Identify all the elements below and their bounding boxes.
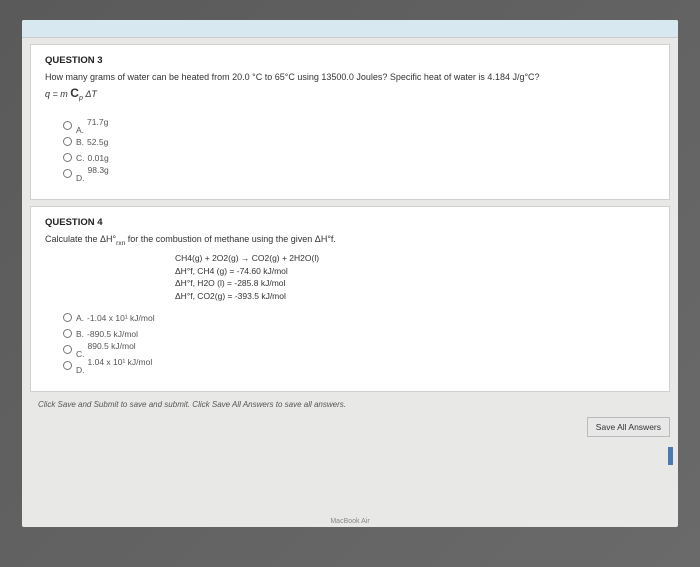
top-banner — [22, 20, 678, 38]
option-3a-label: A. — [76, 125, 84, 135]
formula-c: C — [70, 86, 79, 100]
option-4d-value: 1.04 x 10¹ kJ/mol — [88, 357, 153, 367]
radio-3c[interactable] — [63, 153, 72, 162]
radio-3d[interactable] — [63, 169, 72, 178]
question-4-header: QUESTION 4 — [45, 217, 655, 228]
option-4c-value: 890.5 kJ/mol — [88, 341, 136, 351]
q4-line1: ΔH°f, CH4 (g) = -74.60 kJ/mol — [175, 265, 655, 278]
question-3-options: A. 71.7g B. 52.5g C. 0.01g — [63, 121, 655, 179]
radio-3a[interactable] — [63, 121, 72, 130]
option-3c-label: C. — [76, 153, 85, 163]
q4-line2: ΔH°f, H2O (l) = -285.8 kJ/mol — [175, 277, 655, 290]
radio-4a[interactable] — [63, 313, 72, 322]
question-3-block: QUESTION 3 How many grams of water can b… — [30, 44, 670, 200]
question-4-equations: CH4(g) + 2O2(g) → CO2(g) + 2H2O(l) ΔH°f,… — [175, 252, 655, 303]
question-4-prompt: Calculate the ΔH°rxn for the combustion … — [45, 234, 655, 248]
device-label: MacBook Air — [330, 518, 369, 525]
save-all-answers-button[interactable]: Save All Answers — [587, 417, 670, 437]
option-4a-label: A. — [76, 313, 84, 323]
footer-bar: Save All Answers — [22, 413, 678, 445]
option-3b-value: 52.5g — [87, 137, 108, 147]
option-4b-label: B. — [76, 329, 84, 339]
option-4b-value: -890.5 kJ/mol — [87, 329, 138, 339]
option-3d-label: D. — [76, 173, 85, 183]
option-3c-value: 0.01g — [88, 153, 109, 163]
radio-4d[interactable] — [63, 361, 72, 370]
blue-edge-accent — [668, 447, 673, 465]
radio-4c[interactable] — [63, 345, 72, 354]
option-3b[interactable]: B. 52.5g — [63, 137, 655, 147]
radio-4b[interactable] — [63, 329, 72, 338]
question-4-block: QUESTION 4 Calculate the ΔH°rxn for the … — [30, 206, 670, 392]
option-4d-label: D. — [76, 365, 85, 375]
quiz-content: QUESTION 3 How many grams of water can b… — [22, 44, 678, 445]
q4-prompt-sub: rxn — [116, 239, 125, 246]
question-3-prompt: How many grams of water can be heated fr… — [45, 72, 655, 84]
monitor-bezel: QUESTION 3 How many grams of water can b… — [0, 0, 700, 567]
question-3-header: QUESTION 3 — [45, 55, 655, 66]
screen-area: QUESTION 3 How many grams of water can b… — [22, 20, 678, 527]
option-4c[interactable]: C. 890.5 kJ/mol — [63, 345, 655, 355]
option-3a[interactable]: A. 71.7g — [63, 121, 655, 131]
option-4d[interactable]: D. 1.04 x 10¹ kJ/mol — [63, 361, 655, 371]
option-3d[interactable]: D. 98.3g — [63, 169, 655, 179]
option-4a-value: -1.04 x 10¹ kJ/mol — [87, 313, 155, 323]
q4-prompt-post: for the combustion of methane using the … — [125, 234, 336, 244]
question-3-formula: q = m Cp ΔT — [45, 86, 655, 103]
option-3b-label: B. — [76, 137, 84, 147]
option-4a[interactable]: A. -1.04 x 10¹ kJ/mol — [63, 313, 655, 323]
q4-prompt-pre: Calculate the ΔH° — [45, 234, 116, 244]
formula-lhs: q = m — [45, 89, 68, 99]
option-4b[interactable]: B. -890.5 kJ/mol — [63, 329, 655, 339]
formula-sub: p — [79, 94, 83, 101]
formula-rhs: ΔT — [85, 89, 97, 99]
q4-line3: ΔH°f, CO2(g) = -393.5 kJ/mol — [175, 290, 655, 303]
question-4-options: A. -1.04 x 10¹ kJ/mol B. -890.5 kJ/mol C… — [63, 313, 655, 371]
submit-hint: Click Save and Submit to save and submit… — [38, 400, 670, 409]
option-4c-label: C. — [76, 349, 85, 359]
option-3a-value: 71.7g — [87, 117, 108, 127]
radio-3b[interactable] — [63, 137, 72, 146]
q4-eq1: CH4(g) + 2O2(g) → CO2(g) + 2H2O(l) — [175, 252, 655, 265]
option-3d-value: 98.3g — [88, 165, 109, 175]
option-3c[interactable]: C. 0.01g — [63, 153, 655, 163]
